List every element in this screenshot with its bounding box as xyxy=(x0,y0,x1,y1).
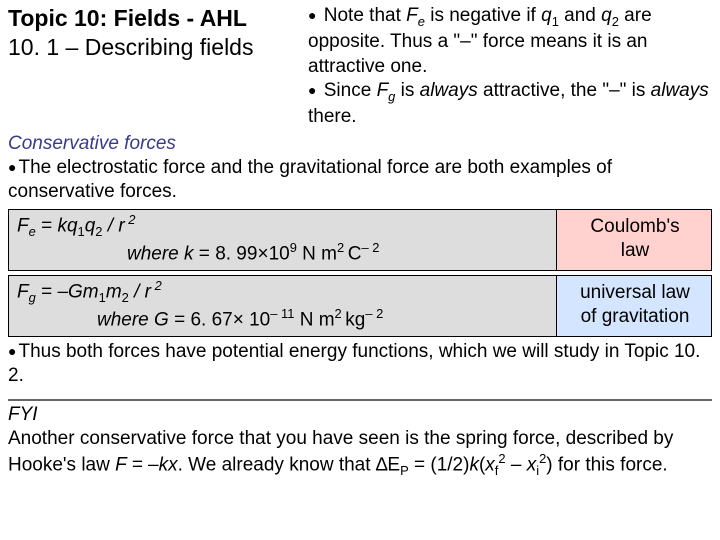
coulomb-eq: Fe = kq1q2 / r 2 xyxy=(17,212,550,241)
note-2: Since Fg is always attractive, the "–" i… xyxy=(308,79,712,130)
topic-block: Topic 10: Fields - AHL 10. 1 – Describin… xyxy=(8,4,308,63)
note-1: Note that Fe is negative if q1 and q2 ar… xyxy=(308,4,712,79)
note1-text: Note that Fe is negative if q1 and q2 ar… xyxy=(308,5,652,77)
grav-eq: Fg = –Gm1m2 / r 2 xyxy=(17,278,550,307)
coulomb-label-1: Coulomb's xyxy=(590,216,679,237)
slide: Topic 10: Fields - AHL 10. 1 – Describin… xyxy=(0,0,720,480)
fyi-heading: FYI xyxy=(8,403,712,427)
subheading: Conservative forces xyxy=(8,132,712,156)
coulomb-where: where k = 8. 99×109 N m2 C– 2 xyxy=(17,240,550,267)
side-notes: Note that Fe is negative if q1 and q2 ar… xyxy=(308,4,712,130)
coulomb-equation-cell: Fe = kq1q2 / r 2 where k = 8. 99×109 N m… xyxy=(9,209,557,270)
grav-label-cell: universal law of gravitation xyxy=(557,275,712,336)
body-p2: Thus both forces have potential energy f… xyxy=(8,340,712,389)
coulomb-table: Fe = kq1q2 / r 2 where k = 8. 99×109 N m… xyxy=(8,209,712,271)
gravitation-table: Fg = –Gm1m2 / r 2 where G = where G = 6.… xyxy=(8,275,712,337)
topic-title: Topic 10: Fields - AHL xyxy=(8,4,302,33)
grav-equation-cell: Fg = –Gm1m2 / r 2 where G = where G = 6.… xyxy=(9,275,557,336)
fyi-box: FYI Another conservative force that you … xyxy=(8,399,712,480)
body-p1: The electrostatic force and the gravitat… xyxy=(8,156,712,205)
note2-text: Since Fg is always attractive, the "–" i… xyxy=(308,80,709,127)
grav-where: where G = where G = 6. 67× 106. 67× 10– … xyxy=(17,306,550,333)
grav-label-2: of gravitation xyxy=(581,306,690,327)
fyi-body: Another conservative force that you have… xyxy=(8,427,712,480)
grav-label-1: universal law xyxy=(580,282,690,303)
coulomb-label-2: law xyxy=(621,240,650,261)
coulomb-label-cell: Coulomb's law xyxy=(557,209,712,270)
topic-subtitle: 10. 1 – Describing fields xyxy=(8,33,302,62)
